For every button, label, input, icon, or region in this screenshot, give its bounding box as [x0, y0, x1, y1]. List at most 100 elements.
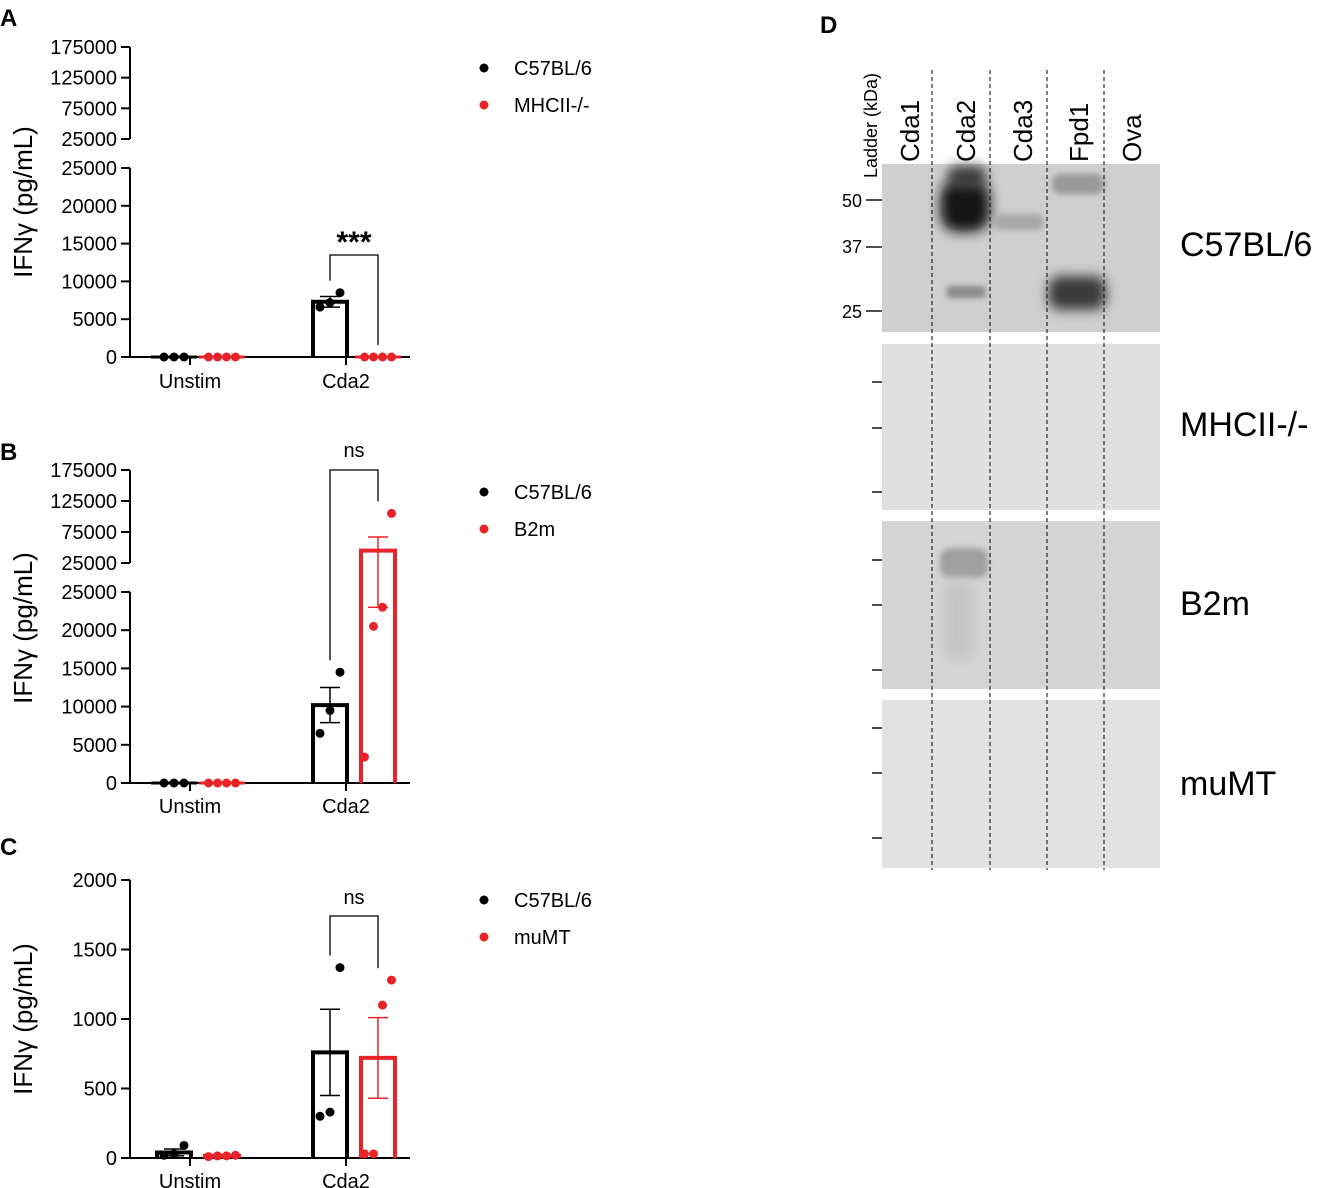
data-point	[204, 778, 213, 788]
western-blot-panel: Ladder (kDa) Cda1 Cda2 Cda3 Fpd1 Ova 50	[842, 70, 1312, 870]
data-point	[315, 1111, 325, 1121]
chart-panel-c: 0 500 1000 1500 2000 Unstim Cda2 IFNγ (pg/mL) ns…	[8, 870, 592, 1188]
data-point	[179, 778, 189, 788]
y-tick-label: 5000	[73, 735, 118, 757]
blot-strip-mhcii	[882, 344, 1160, 510]
marker-label-25: 25	[842, 302, 862, 322]
panel-letter-d: D	[820, 12, 837, 39]
data-point	[213, 352, 222, 362]
data-point	[325, 705, 335, 715]
data-point	[222, 352, 231, 362]
y-tick-label: 2000	[73, 870, 118, 892]
data-point	[315, 302, 325, 312]
y-tick-label: 125000	[50, 68, 117, 90]
chart-panel-a: 0 5000 10000 15000 20000 25000 25000 75000 12500…	[8, 37, 592, 393]
legend-marker	[479, 524, 489, 534]
strip-label-mhcii: MHCII-/-	[1180, 406, 1308, 444]
y-tick-label: 0	[106, 347, 117, 369]
significance-label: ns	[343, 440, 364, 462]
data-point	[231, 352, 240, 362]
y-tick-label: 1000	[73, 1009, 118, 1031]
y-tick-label: 175000	[50, 37, 117, 59]
blot-strip-c57bl6	[882, 164, 1160, 332]
band-cda2-27kda	[946, 286, 986, 298]
blot-strip-mumt	[882, 700, 1160, 868]
data-point	[213, 1151, 222, 1161]
band-fpd1-55kda	[1052, 174, 1104, 194]
data-point	[159, 352, 169, 362]
panel-letter-a: A	[0, 5, 17, 32]
legend-label: C57BL/6	[514, 58, 592, 80]
category-label: Cda2	[322, 371, 370, 393]
significance-bracket	[329, 915, 379, 969]
y-tick-label: 15000	[61, 658, 117, 680]
data-point	[387, 508, 396, 518]
significance-bracket	[329, 254, 379, 345]
significance-label: ns	[343, 887, 364, 909]
y-tick-label: 10000	[61, 271, 117, 293]
data-point	[169, 778, 179, 788]
y-tick-label: 10000	[61, 697, 117, 719]
data-point	[222, 1151, 231, 1161]
ladder-label: Ladder (kDa)	[861, 73, 881, 178]
y-tick-label: 175000	[50, 460, 117, 482]
band-cda2-upper-smear	[948, 166, 986, 188]
data-point	[387, 975, 396, 985]
data-point	[369, 352, 378, 362]
strip-label-mumt: muMT	[1180, 765, 1276, 803]
lane-label-fpd1: Fpd1	[1064, 103, 1094, 162]
data-point	[360, 752, 369, 762]
legend-label: MHCII-/-	[514, 95, 590, 117]
data-point	[159, 1150, 169, 1160]
data-point	[315, 728, 325, 738]
legend-marker	[479, 932, 489, 942]
smear-b2m-cda2	[944, 580, 974, 660]
y-axis-label: IFNγ (pg/mL)	[8, 126, 38, 278]
data-point	[213, 778, 222, 788]
data-point	[325, 298, 335, 308]
y-tick-label: 20000	[61, 620, 117, 642]
lane-label-ova: Ova	[1117, 114, 1147, 162]
legend-marker	[479, 100, 489, 110]
y-tick-label: 75000	[61, 522, 117, 544]
legend-label: B2m	[514, 519, 555, 541]
data-point	[204, 352, 213, 362]
legend-label: C57BL/6	[514, 482, 592, 504]
significance-label: ***	[336, 226, 371, 259]
data-point	[169, 1149, 179, 1159]
strip-label-b2m: B2m	[1180, 585, 1250, 623]
marker-label-50: 50	[842, 191, 862, 211]
data-point	[378, 602, 387, 612]
data-point	[369, 1149, 378, 1159]
y-tick-label: 75000	[61, 98, 117, 120]
data-point	[169, 352, 179, 362]
panel-letter-c: C	[0, 834, 17, 861]
data-point	[231, 1150, 240, 1160]
strip-label-c57bl6: C57BL/6	[1180, 226, 1312, 264]
data-point	[378, 1000, 387, 1010]
marker-label-37: 37	[842, 237, 862, 257]
data-point	[335, 288, 345, 298]
band-fpd1-27kda	[1048, 276, 1106, 310]
y-tick-label: 25000	[61, 129, 117, 151]
category-label: Unstim	[159, 796, 221, 818]
category-label: Unstim	[159, 1171, 221, 1188]
lane-label-cda3: Cda3	[1008, 100, 1038, 162]
band-cda2-50kda	[940, 180, 990, 232]
y-tick-label: 125000	[50, 491, 117, 513]
chart-panel-b: 0 5000 10000 15000 20000 25000 25000 75000 12500…	[8, 440, 592, 818]
y-tick-label: 500	[84, 1079, 117, 1101]
lane-label-cda2: Cda2	[951, 100, 981, 162]
data-point	[231, 778, 240, 788]
data-point	[222, 778, 231, 788]
y-tick-label: 25000	[61, 582, 117, 604]
y-tick-label: 1500	[73, 940, 118, 962]
band-cda3-42kda	[994, 214, 1044, 230]
y-tick-label: 0	[106, 1148, 117, 1170]
y-tick-label: 25000	[61, 158, 117, 180]
category-label: Cda2	[322, 796, 370, 818]
legend-marker	[479, 63, 489, 73]
y-tick-label: 0	[106, 773, 117, 795]
category-label: Unstim	[159, 371, 221, 393]
data-point	[179, 1140, 189, 1150]
